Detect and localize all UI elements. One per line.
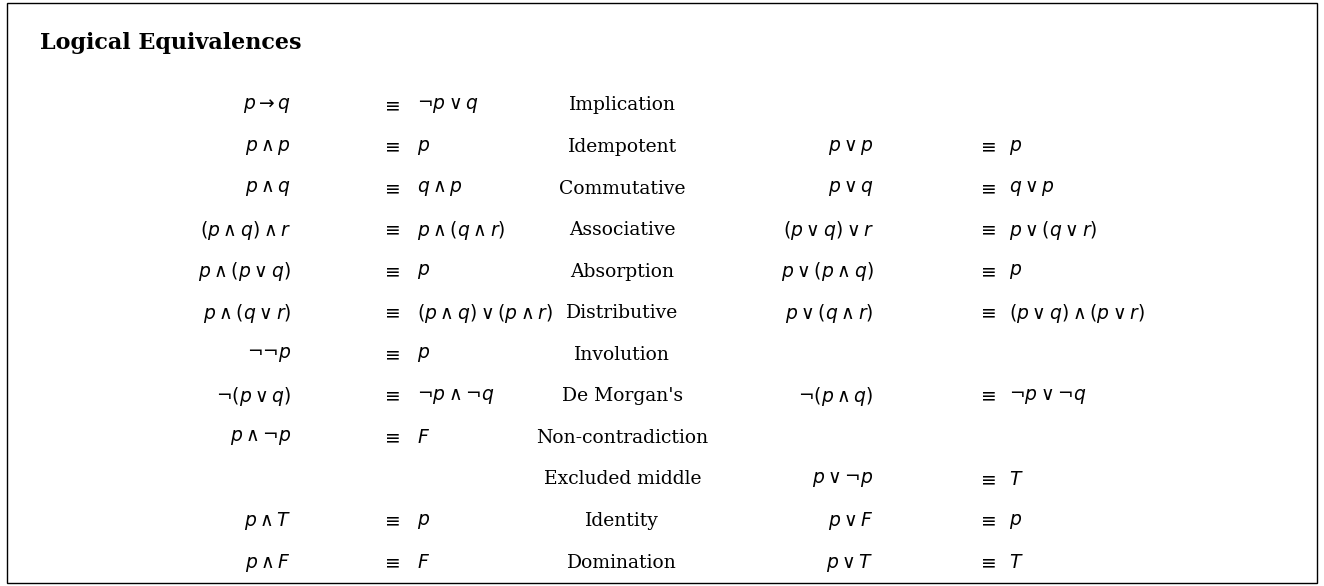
Text: $\equiv$: $\equiv$ — [381, 179, 400, 198]
Text: $p \wedge F$: $p \wedge F$ — [245, 551, 291, 574]
Text: $p$: $p$ — [1009, 512, 1022, 530]
Text: $p \vee p$: $p \vee p$ — [828, 138, 874, 156]
Text: $p \vee T$: $p \vee T$ — [826, 551, 874, 574]
Text: $\equiv$: $\equiv$ — [381, 96, 400, 115]
Text: $\neg(p \vee q)$: $\neg(p \vee q)$ — [216, 385, 291, 408]
Text: $\neg p \wedge \neg q$: $\neg p \wedge \neg q$ — [417, 387, 495, 406]
Text: Implication: Implication — [569, 97, 675, 114]
Text: $\equiv$: $\equiv$ — [977, 179, 996, 198]
Text: $\neg(p \wedge q)$: $\neg(p \wedge q)$ — [798, 385, 874, 408]
Text: $p \vee F$: $p \vee F$ — [828, 510, 874, 532]
Text: $\equiv$: $\equiv$ — [381, 262, 400, 281]
Text: $\equiv$: $\equiv$ — [977, 512, 996, 530]
Text: $p \vee (q \wedge r)$: $p \vee (q \wedge r)$ — [785, 302, 874, 325]
Text: Absorption: Absorption — [571, 263, 674, 281]
Text: $\equiv$: $\equiv$ — [977, 387, 996, 406]
Text: $\equiv$: $\equiv$ — [977, 138, 996, 156]
Text: $\neg\neg p$: $\neg\neg p$ — [246, 345, 291, 364]
Text: De Morgan's: De Morgan's — [561, 387, 683, 406]
Text: $(p \wedge q) \wedge r$: $(p \wedge q) \wedge r$ — [200, 219, 291, 241]
Text: $p \wedge p$: $p \wedge p$ — [245, 138, 291, 156]
Text: $\neg p \vee q$: $\neg p \vee q$ — [417, 96, 479, 115]
Text: Idempotent: Idempotent — [568, 138, 677, 156]
Text: $\equiv$: $\equiv$ — [381, 512, 400, 530]
Text: $p$: $p$ — [417, 345, 430, 364]
Text: $(p \wedge q) \vee (p \wedge r)$: $(p \wedge q) \vee (p \wedge r)$ — [417, 302, 553, 325]
Text: $(p \vee q) \vee r$: $(p \vee q) \vee r$ — [782, 219, 874, 241]
Text: $p$: $p$ — [417, 512, 430, 530]
Text: $q \wedge p$: $q \wedge p$ — [417, 179, 463, 198]
Text: $\equiv$: $\equiv$ — [381, 428, 400, 447]
Text: $F$: $F$ — [417, 428, 430, 447]
Text: $p \wedge (q \wedge r)$: $p \wedge (q \wedge r)$ — [417, 219, 506, 241]
Text: $\equiv$: $\equiv$ — [381, 387, 400, 406]
Text: $p \wedge (q \vee r)$: $p \wedge (q \vee r)$ — [203, 302, 291, 325]
Text: Identity: Identity — [585, 512, 659, 530]
Text: $p$: $p$ — [417, 138, 430, 156]
Text: Involution: Involution — [575, 346, 670, 364]
Text: $q \vee p$: $q \vee p$ — [1009, 179, 1055, 198]
Text: $p$: $p$ — [1009, 262, 1022, 281]
Text: Non-contradiction: Non-contradiction — [536, 429, 708, 447]
Text: $p \wedge T$: $p \wedge T$ — [244, 510, 291, 532]
Text: $\equiv$: $\equiv$ — [977, 470, 996, 489]
Text: $p \wedge q$: $p \wedge q$ — [245, 179, 291, 198]
Text: $F$: $F$ — [417, 553, 430, 572]
Text: $\equiv$: $\equiv$ — [381, 304, 400, 323]
Text: Commutative: Commutative — [559, 179, 686, 197]
Text: $\equiv$: $\equiv$ — [381, 345, 400, 364]
Text: $T$: $T$ — [1009, 553, 1023, 572]
Text: Distributive: Distributive — [567, 304, 678, 322]
Text: $\equiv$: $\equiv$ — [977, 221, 996, 240]
Text: $p \rightarrow q$: $p \rightarrow q$ — [244, 96, 291, 115]
Text: $\equiv$: $\equiv$ — [977, 553, 996, 572]
Text: Domination: Domination — [568, 554, 677, 571]
Text: $p$: $p$ — [1009, 138, 1022, 156]
Text: $p \vee (q \vee r)$: $p \vee (q \vee r)$ — [1009, 219, 1098, 241]
Text: $p \wedge (p \vee q)$: $p \wedge (p \vee q)$ — [199, 260, 291, 283]
Text: $\neg p \vee \neg q$: $\neg p \vee \neg q$ — [1009, 387, 1087, 406]
Text: $p \wedge \neg p$: $p \wedge \neg p$ — [229, 428, 291, 447]
Text: Associative: Associative — [569, 221, 675, 239]
Text: $p \vee (p \wedge q)$: $p \vee (p \wedge q)$ — [781, 260, 874, 283]
Text: $\equiv$: $\equiv$ — [977, 304, 996, 323]
Text: Logical Equivalences: Logical Equivalences — [40, 32, 302, 54]
Text: Excluded middle: Excluded middle — [544, 471, 700, 489]
Text: $T$: $T$ — [1009, 470, 1023, 489]
Text: $p$: $p$ — [417, 262, 430, 281]
Text: $\equiv$: $\equiv$ — [381, 553, 400, 572]
Text: $\equiv$: $\equiv$ — [381, 138, 400, 156]
Text: $p \vee q$: $p \vee q$ — [828, 179, 874, 198]
Text: $\equiv$: $\equiv$ — [977, 262, 996, 281]
Text: $(p \vee q) \wedge (p \vee r)$: $(p \vee q) \wedge (p \vee r)$ — [1009, 302, 1145, 325]
Text: $\equiv$: $\equiv$ — [381, 221, 400, 240]
Text: $p \vee \neg p$: $p \vee \neg p$ — [812, 470, 874, 489]
